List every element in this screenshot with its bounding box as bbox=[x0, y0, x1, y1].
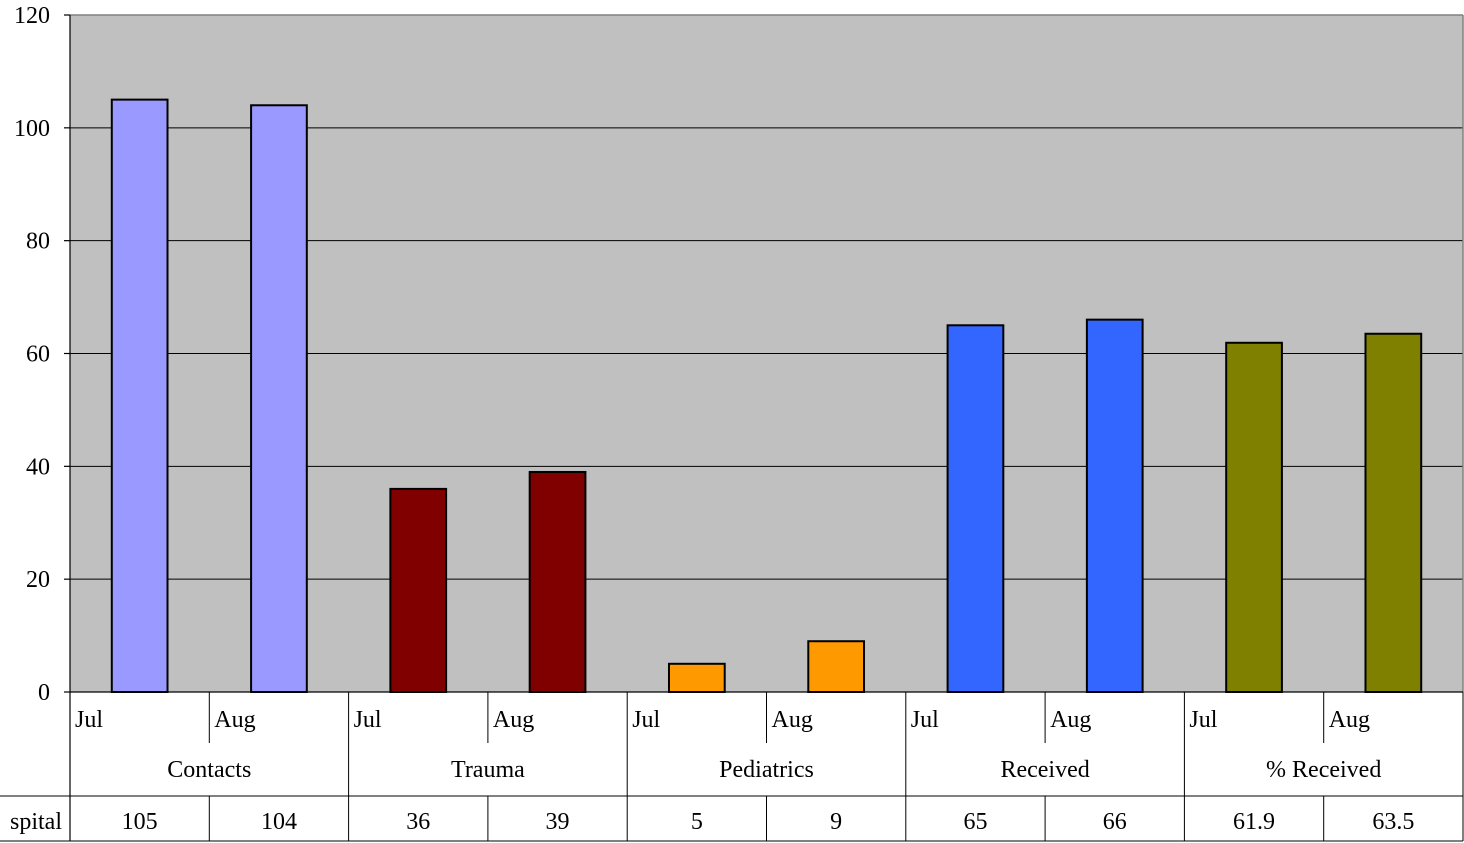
x-category-label: Jul bbox=[911, 707, 939, 733]
bar bbox=[110, 98, 169, 693]
bar bbox=[250, 104, 308, 694]
x-category-label: Jul bbox=[354, 707, 382, 733]
bar bbox=[1225, 341, 1283, 693]
table-value: 39 bbox=[546, 809, 570, 835]
bar bbox=[1364, 332, 1423, 693]
bar bbox=[946, 324, 1005, 693]
x-category-label: Aug bbox=[772, 707, 813, 733]
group-label: % Received bbox=[1266, 757, 1381, 783]
x-category-label: Jul bbox=[632, 707, 660, 733]
y-tick-label: 80 bbox=[26, 229, 50, 255]
y-tick-label: 100 bbox=[14, 116, 50, 142]
table-row-label: spital bbox=[10, 809, 62, 835]
table-value: 9 bbox=[830, 809, 842, 835]
table-value: 65 bbox=[963, 809, 987, 835]
x-category-label: Jul bbox=[75, 707, 103, 733]
x-category-label: Aug bbox=[214, 707, 255, 733]
bar bbox=[389, 487, 448, 693]
y-tick-label: 0 bbox=[38, 680, 50, 706]
table-value: 5 bbox=[691, 809, 703, 835]
y-tick-label: 120 bbox=[14, 3, 50, 29]
x-category-label: Jul bbox=[1189, 707, 1217, 733]
bar bbox=[807, 640, 866, 693]
table-value: 36 bbox=[406, 809, 430, 835]
group-label: Pediatrics bbox=[719, 757, 814, 783]
table-value: 66 bbox=[1103, 809, 1127, 835]
y-tick-label: 40 bbox=[26, 454, 50, 480]
group-label: Trauma bbox=[451, 757, 525, 783]
table-value: 105 bbox=[122, 809, 158, 835]
table-value: 104 bbox=[261, 809, 297, 835]
group-label: Received bbox=[1000, 757, 1089, 783]
table-value: 61.9 bbox=[1233, 809, 1275, 835]
bar bbox=[528, 470, 587, 693]
x-category-label: Aug bbox=[1329, 707, 1370, 733]
group-label: Contacts bbox=[167, 757, 251, 783]
table-value: 63.5 bbox=[1372, 809, 1414, 835]
y-tick-label: 60 bbox=[26, 342, 50, 368]
x-category-label: Aug bbox=[1050, 707, 1091, 733]
y-tick-label: 20 bbox=[26, 567, 50, 593]
x-category-label: Aug bbox=[493, 707, 534, 733]
bar bbox=[667, 662, 726, 694]
bar bbox=[1085, 318, 1144, 693]
